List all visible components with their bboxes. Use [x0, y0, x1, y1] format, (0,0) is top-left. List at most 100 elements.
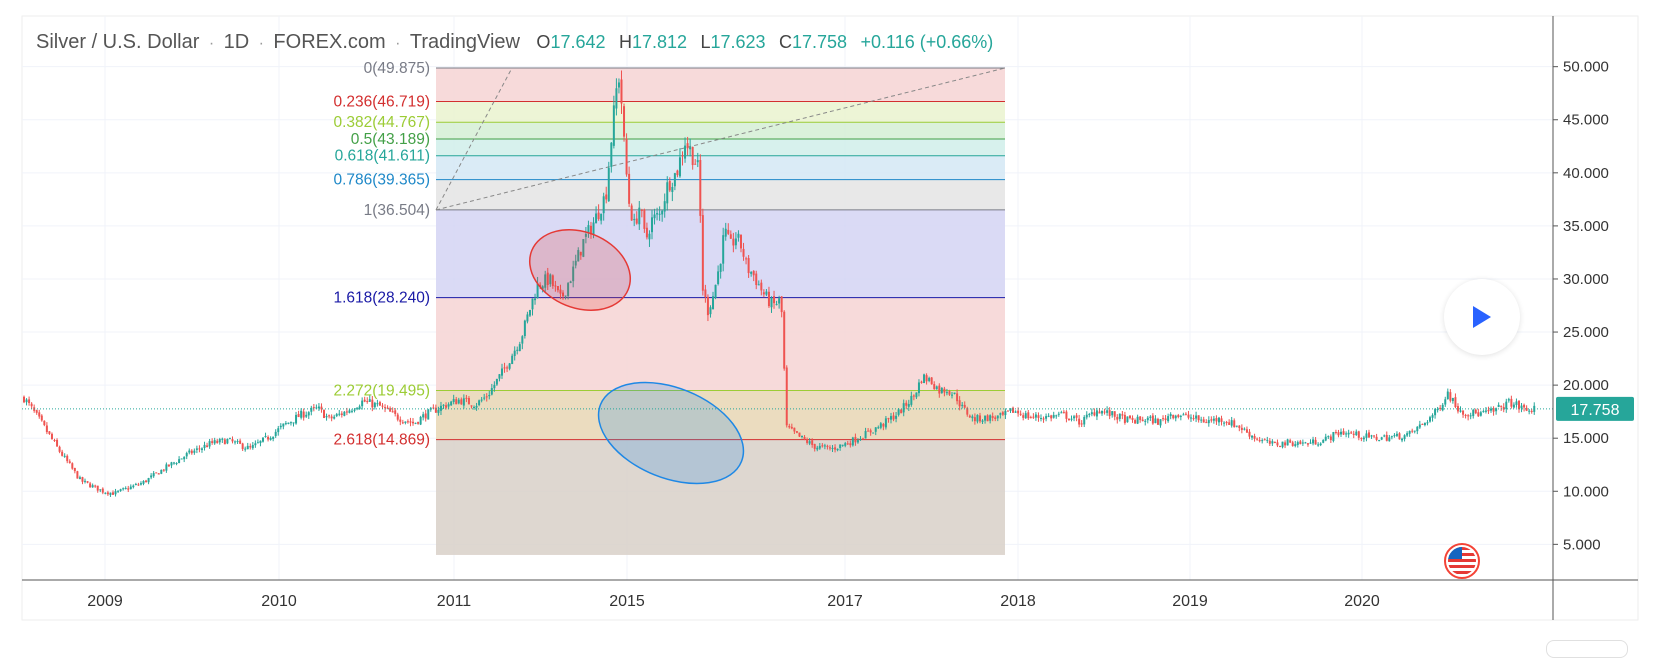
- candle-body: [1487, 409, 1490, 412]
- candle-body: [343, 411, 346, 416]
- candle-body: [81, 477, 84, 482]
- time-tick-label: 2010: [261, 593, 297, 610]
- candle-body: [775, 304, 778, 306]
- candle-body: [389, 408, 392, 412]
- candle-body: [272, 436, 275, 439]
- high-key: H: [619, 32, 632, 52]
- candle-body: [1500, 405, 1503, 407]
- candle-body: [536, 283, 539, 299]
- candle-body: [696, 160, 699, 163]
- candle-body: [1235, 425, 1238, 427]
- candle-body: [1154, 418, 1157, 424]
- candle-body: [1128, 415, 1131, 419]
- candle-body: [1012, 407, 1015, 413]
- chart-legend[interactable]: Silver / U.S. Dollar · 1D · FOREX.com · …: [36, 31, 993, 53]
- candle-body: [1403, 435, 1406, 440]
- candle-body: [1459, 410, 1462, 412]
- candle-body: [854, 437, 857, 443]
- candle-body: [282, 423, 285, 427]
- candle-body: [1116, 416, 1119, 420]
- candle-body: [1434, 409, 1437, 416]
- candle-body: [1312, 439, 1315, 444]
- candle-body: [340, 413, 343, 416]
- candle-body: [412, 421, 415, 424]
- candle-body: [1413, 430, 1416, 432]
- fib-level-label: 0(49.875): [364, 60, 430, 77]
- candle-body: [574, 260, 577, 266]
- candle-body: [1342, 431, 1345, 435]
- candle-body: [785, 367, 788, 426]
- play-button[interactable]: [1444, 279, 1520, 355]
- candle-body: [396, 414, 399, 420]
- candle-body: [1294, 444, 1297, 446]
- candle-body: [1187, 414, 1190, 418]
- time-tick-label: 2019: [1172, 593, 1208, 610]
- candle-body: [811, 440, 814, 445]
- candle-body: [742, 248, 745, 257]
- candle-body: [345, 411, 348, 413]
- candle-body: [635, 218, 638, 224]
- candle-body: [623, 106, 626, 137]
- candle-body: [694, 163, 697, 165]
- candle-body: [1510, 398, 1513, 407]
- candle-body: [567, 283, 570, 296]
- candle-body: [256, 442, 259, 444]
- candle-body: [795, 431, 798, 433]
- candle-body: [73, 468, 76, 472]
- time-axis[interactable]: 2009 2010 2011 2015 2017 2018 2019 2020: [87, 593, 1380, 610]
- candle-body: [419, 416, 422, 425]
- candle-body: [867, 430, 870, 432]
- candle-body: [1126, 416, 1129, 423]
- candle-body: [1225, 422, 1228, 424]
- candle-body: [750, 271, 753, 274]
- candle-body: [305, 414, 308, 417]
- candle-body: [129, 486, 132, 490]
- candle-body: [531, 298, 534, 310]
- fib-level-label: 0.786(39.365): [333, 172, 430, 189]
- candle-body: [526, 314, 529, 322]
- candle-body: [1507, 399, 1510, 401]
- candle-body: [1093, 412, 1096, 416]
- candle-body: [124, 488, 127, 490]
- candle-body: [134, 483, 137, 485]
- candle-body: [300, 410, 303, 418]
- candle-body: [56, 439, 59, 447]
- candle-body: [376, 403, 379, 405]
- candle-body: [762, 292, 765, 295]
- candle-body: [117, 490, 120, 492]
- candle-body: [513, 350, 516, 357]
- candle-body: [366, 401, 369, 403]
- fib-band: [436, 179, 1005, 210]
- candle-body: [150, 475, 153, 478]
- us-flag-icon[interactable]: [1444, 543, 1480, 579]
- candle-body: [320, 406, 323, 410]
- candle-body: [462, 398, 465, 406]
- scroll-handle[interactable]: [1546, 640, 1628, 658]
- time-tick-label: 2017: [827, 593, 863, 610]
- fib-band: [436, 101, 1005, 123]
- candle-body: [1436, 409, 1439, 411]
- candle-body: [643, 209, 646, 229]
- candle-body: [1367, 432, 1370, 438]
- candle-body: [928, 377, 931, 381]
- candle-body: [1019, 413, 1022, 415]
- fib-level-label: 0.382(44.767): [333, 114, 430, 131]
- candle-body: [1454, 397, 1457, 408]
- candle-body: [844, 443, 847, 446]
- candle-body: [371, 399, 374, 408]
- candle-body: [1131, 417, 1134, 420]
- candle-body: [582, 239, 585, 257]
- price-axis[interactable]: 50.000 45.000 40.000 35.000 30.000 25.000 20.0…: [1553, 59, 1609, 554]
- open-key: O: [536, 32, 550, 52]
- candle-body: [564, 295, 567, 297]
- candle-body: [1319, 443, 1322, 446]
- candle-body: [101, 488, 104, 493]
- candle-body: [783, 311, 786, 369]
- candle-body: [145, 480, 148, 483]
- candle-body: [1159, 419, 1162, 426]
- interval: 1D: [224, 31, 250, 53]
- price-tick-label: 10.000: [1563, 483, 1609, 500]
- candle-body: [267, 437, 270, 440]
- candle-body: [1467, 415, 1470, 417]
